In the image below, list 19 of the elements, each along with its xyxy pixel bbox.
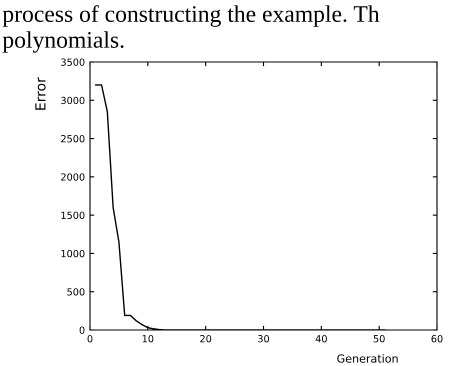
x-axis-title: Generation: [337, 354, 398, 363]
y-axis-title: Error: [35, 77, 46, 110]
y-tick-label: 3500: [61, 58, 84, 66]
x-tick-label: 60: [431, 335, 443, 342]
y-tick-label: 2500: [61, 135, 84, 142]
x-tick-label: 40: [316, 335, 327, 342]
x-tick-label: 10: [142, 335, 154, 342]
x-tick-label: 30: [258, 335, 270, 342]
y-tick-label: 500: [67, 288, 84, 296]
y-tick-label: 0: [80, 326, 84, 334]
x-tick-label: 20: [200, 335, 212, 342]
text: polynomials.: [2, 31, 124, 53]
text: process of constructing the example. Th: [2, 5, 380, 27]
x-tick-label: 0: [88, 335, 92, 342]
y-tick-label: 1500: [61, 212, 84, 219]
y-tick-label: 2000: [61, 173, 84, 181]
y-tick-label: 1000: [61, 250, 84, 258]
x-tick-label: 50: [374, 335, 385, 342]
y-tick-label: 3000: [61, 96, 84, 104]
